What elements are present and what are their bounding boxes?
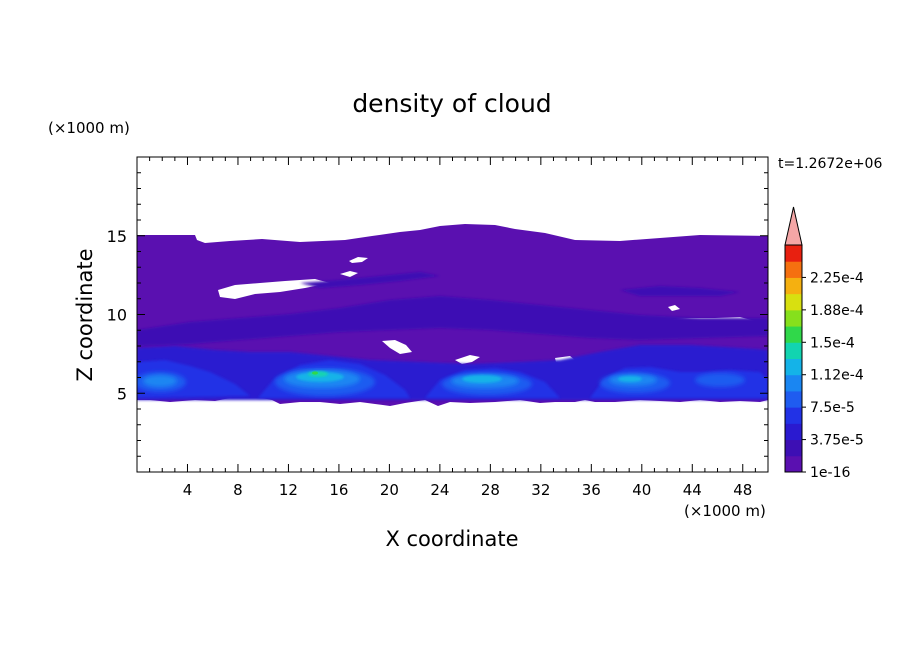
y-unit-label: (×1000 m) [48,119,130,137]
x-tick-label: 20 [380,481,399,499]
density-band-1 [137,296,768,346]
colorbar-swatch [785,374,802,392]
density-peak-region [312,371,318,375]
y-axis: 5 10 15 [107,172,768,457]
colorbar-label: 1.5e-4 [810,335,855,351]
x-tick-label: 4 [183,481,193,499]
gap-region [349,257,368,263]
y-tick-label: 10 [107,306,127,325]
density-core-region [618,376,642,382]
colorbar-swatch [785,455,802,473]
colorbar-swatch [785,358,802,376]
time-label: t=1.2672e+06 [778,156,882,172]
gap-region [218,279,330,299]
colorbar-label: 7.5e-5 [810,400,855,416]
x-tick-label: 44 [683,481,702,499]
x-tick-label: 40 [632,481,651,499]
colorbar-label: 2.25e-4 [810,270,864,286]
colorbar-swatch [785,293,802,311]
density-core-region [462,375,502,383]
y-axis-label: Z coordinate [73,248,97,381]
x-tick-label: 36 [582,481,601,499]
colorbar-swatch [785,245,802,262]
x-axis: 4 8 12 16 20 24 28 32 36 40 44 48 [149,157,756,499]
gap-region [382,340,412,354]
colorbar-label: 1e-16 [810,465,850,481]
colorbar-swatch [785,439,802,457]
gap-region [455,355,480,364]
density-band-1 [620,286,740,296]
density-core-region [143,375,177,387]
heatmap-field [137,224,768,406]
x-tick-label: 48 [733,481,752,499]
colorbar-label: 1.12e-4 [810,368,864,384]
colorbar-overflow-arrow [784,206,803,246]
density-core-region [296,372,344,382]
x-tick-label: 12 [279,481,298,499]
colorbar-swatch [785,326,802,343]
colorbar-swatch [785,342,802,359]
colorbar-swatch [785,277,802,295]
colorbar-swatch [785,390,802,408]
colorbar: 1e-16 3.75e-5 7.5e-5 1.12e-4 1.5e-4 1.88e-4 2.… [784,206,864,481]
chart-title: density of cloud [352,89,551,118]
colorbar-label: 1.88e-4 [810,303,864,319]
gap-region [668,305,680,311]
x-unit-label: (×1000 m) [684,502,766,520]
density-core-region [695,373,745,387]
colorbar-swatch [785,407,802,424]
density-core-region [308,371,328,377]
x-tick-label: 28 [481,481,500,499]
density-band-1 [300,272,440,288]
x-tick-label: 24 [430,481,449,499]
colorbar-label: 3.75e-5 [810,433,864,449]
x-tick-label: 8 [233,481,243,499]
x-tick-label: 32 [531,481,550,499]
x-tick-label: 16 [329,481,348,499]
colorbar-swatch [785,423,802,441]
colorbar-swatch [785,309,802,327]
y-tick-label: 5 [117,384,127,403]
x-axis-label: X coordinate [385,527,518,551]
gap-region [340,271,358,277]
colorbar-swatch [785,261,802,278]
y-tick-label: 15 [107,227,127,246]
